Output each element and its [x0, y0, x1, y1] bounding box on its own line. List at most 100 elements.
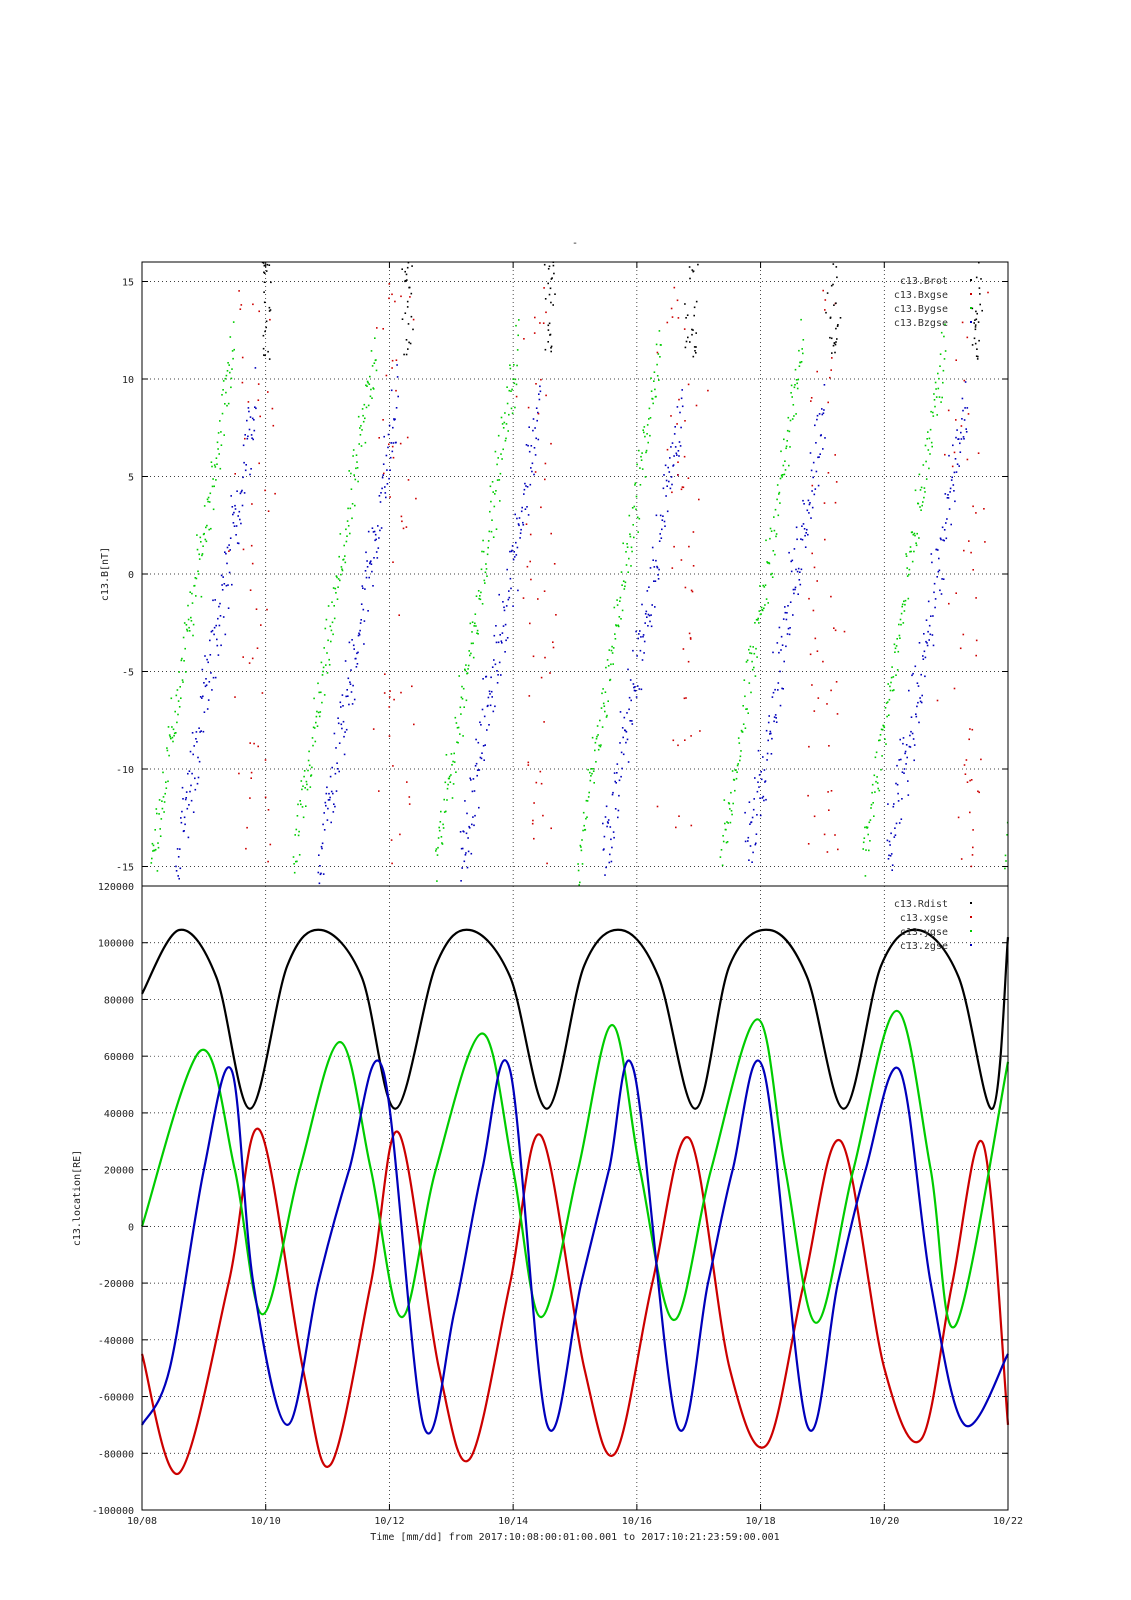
b-point-zgse	[905, 744, 908, 746]
b-point-ygse	[214, 466, 217, 468]
legend-swatch	[970, 307, 972, 309]
b-point-ygse	[470, 652, 472, 655]
b-point-zgse	[374, 539, 376, 542]
b-point-zgse	[620, 775, 622, 778]
b-point-zgse	[385, 496, 387, 499]
b-point-brot	[975, 310, 977, 313]
b-point-ygse	[612, 647, 615, 649]
b-point-ygse	[899, 618, 902, 621]
b-point-zgse	[952, 484, 955, 486]
b-point-ygse	[610, 649, 613, 652]
b-point-xgse	[834, 501, 837, 504]
b-point-brot	[264, 330, 266, 333]
b-point-ygse	[727, 822, 729, 824]
b-point-xgse	[393, 698, 395, 701]
b-point-zgse	[666, 485, 668, 487]
b-point-zgse	[322, 873, 325, 875]
b-point-zgse	[914, 665, 917, 668]
b-point-brot	[550, 345, 553, 348]
b-point-zgse	[943, 529, 946, 531]
b-point-zgse	[480, 724, 482, 726]
b-point-ygse	[898, 623, 900, 626]
b-point-zgse	[323, 829, 326, 831]
b-point-zgse	[644, 622, 646, 624]
b-point-ygse	[596, 725, 599, 727]
b-point-zgse	[534, 454, 537, 456]
b-point-ygse	[375, 359, 377, 361]
b-point-zgse	[337, 722, 340, 725]
b-point-xgse	[409, 296, 411, 298]
b-point-xgse	[388, 706, 391, 708]
b-point-ygse	[634, 482, 637, 484]
b-point-xgse	[683, 697, 686, 700]
b-point-zgse	[787, 605, 789, 607]
b-point-zgse	[343, 735, 345, 738]
b-point-ygse	[613, 606, 616, 609]
b-point-zgse	[209, 639, 211, 642]
b-point-brot	[691, 328, 693, 331]
b-point-zgse	[389, 469, 391, 471]
b-point-xgse	[811, 484, 814, 487]
b-point-ygse	[173, 734, 175, 737]
b-point-ygse	[337, 578, 340, 580]
b-point-ygse	[231, 350, 234, 352]
b-point-ygse	[332, 587, 335, 589]
b-point-xgse	[690, 824, 693, 827]
b-point-ygse	[582, 811, 585, 814]
b-point-zgse	[918, 642, 921, 644]
b-point-ygse	[744, 695, 746, 698]
b-point-zgse	[760, 771, 762, 773]
b-point-zgse	[618, 779, 621, 782]
b-point-ygse	[159, 828, 161, 830]
b-point-zgse	[938, 557, 940, 560]
b-point-ygse	[871, 791, 873, 794]
b-point-ygse	[468, 650, 470, 652]
b-point-zgse	[366, 566, 369, 568]
b-point-ygse	[778, 491, 781, 494]
b-point-ygse	[731, 770, 734, 772]
b-point-zgse	[496, 670, 498, 672]
b-point-zgse	[388, 477, 390, 480]
b-point-zgse	[930, 553, 933, 555]
b-point-zgse	[201, 697, 203, 699]
b-point-zgse	[625, 741, 627, 744]
b-point-zgse	[961, 397, 964, 400]
b-point-zgse	[199, 731, 201, 733]
b-point-brot	[407, 261, 410, 264]
b-point-zgse	[773, 716, 776, 718]
b-point-ygse	[447, 783, 449, 786]
b-point-ygse	[193, 584, 196, 587]
b-point-zgse	[489, 704, 492, 707]
b-point-xgse	[670, 415, 672, 417]
b-point-ygse	[795, 379, 798, 381]
b-point-xgse	[376, 327, 378, 329]
b-point-ygse	[727, 802, 730, 804]
b-point-xgse	[666, 448, 669, 451]
b-point-zgse	[797, 593, 799, 595]
b-point-ygse	[480, 568, 483, 571]
b-point-ygse	[514, 378, 517, 381]
b-y-tick-label: 15	[122, 278, 134, 289]
b-point-zgse	[796, 570, 799, 573]
b-point-zgse	[763, 799, 765, 802]
b-point-xgse	[975, 639, 978, 642]
b-point-zgse	[373, 530, 376, 533]
b-point-xgse	[975, 654, 977, 657]
b-point-ygse	[333, 617, 336, 620]
legend-swatch	[970, 321, 972, 323]
b-point-ygse	[365, 384, 367, 387]
b-point-zgse	[188, 770, 191, 772]
b-point-ygse	[177, 713, 179, 716]
b-point-zgse	[808, 503, 811, 506]
b-point-ygse	[209, 492, 212, 495]
b-point-zgse	[509, 577, 512, 580]
b-point-ygse	[306, 783, 308, 786]
b-point-ygse	[492, 536, 495, 538]
b-point-ygse	[579, 881, 581, 884]
b-point-zgse	[955, 471, 958, 473]
b-point-ygse	[157, 846, 160, 849]
b-point-ygse	[775, 535, 777, 538]
loc-x-tick-label: 10/22	[993, 1516, 1023, 1527]
b-point-zgse	[345, 728, 348, 731]
b-point-ygse	[302, 816, 305, 819]
